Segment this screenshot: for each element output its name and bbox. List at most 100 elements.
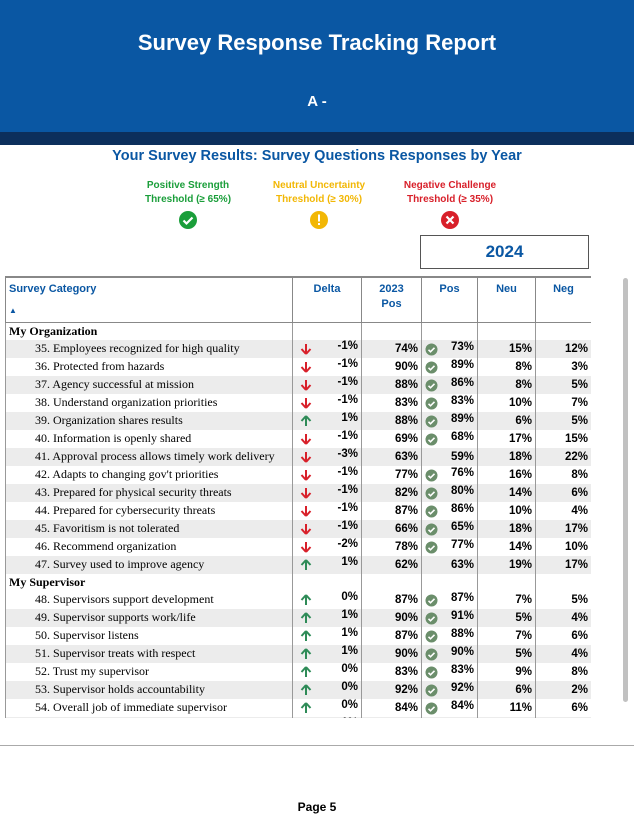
neg-value: 22%: [535, 447, 591, 466]
question-row: 51. Supervisor treats with respect 1% 90% 9…: [5, 644, 591, 663]
neu-value: 14%: [477, 483, 536, 502]
section-title: Your Survey Results: Survey Questions Re…: [112, 148, 522, 164]
question-row: 53. Supervisor holds accountability 0% 92%…: [5, 680, 591, 699]
pos-value: 73%: [450, 341, 474, 353]
delta-cell: -1%: [292, 357, 362, 376]
pos-cell: 89%: [421, 357, 478, 376]
pos-value: 80%: [450, 485, 474, 497]
down-arrow: [300, 451, 312, 463]
results-table: Survey Category ▲ Delta 2023 Pos Pos Neu Neg My…: [5, 276, 591, 718]
question-row: 52. Trust my supervisor 0% 83% 83% 9% 8%: [5, 662, 591, 681]
up-arrow: [300, 611, 312, 623]
question-row: 42. Adapts to changing gov't priorities -…: [5, 465, 591, 484]
question-label: 45. Favoritism is not tolerated: [5, 519, 293, 538]
question-label: 37. Agency successful at mission: [5, 375, 293, 394]
question-row: 47. Survey used to improve agency 1% 62% 63…: [5, 555, 591, 574]
prev-pos: 90%: [361, 608, 422, 627]
question-row: 46. Recommend organization -2% 78% 77% 14% 10…: [5, 537, 591, 556]
pos-check: [425, 523, 438, 536]
question-label: 38. Understand organization priorities: [5, 393, 293, 412]
delta-value: -1%: [337, 357, 358, 370]
year-box: 2024: [420, 235, 589, 269]
delta-cell: 1%: [292, 411, 362, 430]
question-label: 43. Prepared for physical security threa…: [5, 483, 293, 502]
neg-value: 8%: [535, 662, 591, 681]
question-label: 46. Recommend organization: [5, 537, 293, 556]
neu-value: 6%: [477, 680, 536, 699]
pos-value: 90%: [450, 646, 474, 658]
prev-pos: 78%: [361, 537, 422, 556]
question-row: 37. Agency successful at mission -1% 88% 86…: [5, 375, 591, 394]
pos-check: [425, 648, 438, 661]
delta-value: 0%: [341, 662, 358, 675]
delta-cell: 0%: [292, 662, 362, 681]
neu-value: 17%: [477, 429, 536, 448]
down-arrow: [300, 487, 312, 499]
threshold-line: Threshold (≥ 65%): [144, 194, 232, 205]
page-number: Page 5: [297, 800, 337, 814]
question-label: 47. Survey used to improve agency: [5, 555, 293, 574]
header-row: Survey Category ▲ Delta 2023 Pos Pos Neu Neg: [5, 276, 591, 323]
prev-pos: 66%: [361, 519, 422, 538]
prev-pos: 87%: [361, 501, 422, 520]
pos-check: [425, 469, 438, 482]
pos-value: 59%: [450, 450, 474, 463]
pos-value: 89%: [450, 359, 474, 371]
sort-arrow: ▲: [9, 306, 17, 315]
table-body: My Organization 35. Employees recognized …: [5, 322, 591, 719]
delta-value: -2%: [337, 537, 358, 550]
prev-pos: 84%: [361, 698, 422, 717]
pos-value: 92%: [450, 682, 474, 694]
question-label: 39. Organization shares results: [5, 411, 293, 430]
neu-value: 11%: [477, 698, 536, 717]
delta-cell: -1%: [292, 519, 362, 538]
question-row: 40. Information is openly shared -1% 69% 68…: [5, 429, 591, 448]
question-label: 49. Supervisor supports work/life: [5, 608, 293, 627]
neu-value: 7%: [477, 590, 536, 609]
pos-cell: 86%: [421, 501, 478, 520]
delta-value: -1%: [338, 717, 358, 719]
delta-value: -1%: [337, 375, 358, 388]
neu-value: 8%: [477, 357, 536, 376]
delta-cell: -1%: [292, 483, 362, 502]
down-arrow: [300, 541, 312, 553]
neu-value: 14%: [477, 537, 536, 556]
up-arrow: [300, 683, 312, 695]
neu-value: 7%: [477, 626, 536, 645]
prev-pos: 92%: [361, 680, 422, 699]
question-label: 36. Protected from hazards: [5, 357, 293, 376]
delta-cell: 0%: [292, 680, 362, 699]
question-label: 55. Supervisor provides constructive fee…: [5, 716, 293, 718]
column-header: Neu: [477, 276, 536, 323]
prev-pos: 88%: [361, 411, 422, 430]
neg-value: 17%: [535, 555, 591, 574]
question-label: 42. Adapts to changing gov't priorities: [5, 465, 293, 484]
delta-cell: -2%: [292, 537, 362, 556]
question-label: 52. Trust my supervisor: [5, 662, 293, 681]
prev-pos: 62%: [361, 555, 422, 574]
neg-value: 9%: [535, 716, 591, 718]
prev-pos: 77%: [361, 465, 422, 484]
pos-value: 88%: [450, 628, 474, 640]
group-row: My Supervisor: [5, 573, 591, 591]
pos-check: [425, 594, 438, 607]
delta-value: -1%: [337, 483, 358, 496]
down-arrow: [300, 361, 312, 373]
neg-value: 2%: [535, 680, 591, 699]
threshold-line: Positive Strength: [146, 180, 230, 191]
down-arrow: [300, 397, 312, 409]
up-arrow: [300, 558, 312, 570]
pos-cell: 65%: [421, 519, 478, 538]
pos-cell: 83%: [421, 393, 478, 412]
neg-value: 7%: [535, 393, 591, 412]
header-strip: [0, 132, 634, 145]
question-label: 51. Supervisor treats with respect: [5, 644, 293, 663]
neu-value: 9%: [477, 662, 536, 681]
pos-value: 86%: [450, 377, 474, 389]
scrollbar[interactable]: [623, 278, 628, 702]
up-arrow: [300, 414, 312, 426]
column-header: Survey Category ▲: [5, 276, 293, 323]
delta-value: 1%: [341, 555, 358, 568]
pos-value: 91%: [450, 610, 474, 622]
delta-cell: 1%: [292, 626, 362, 645]
